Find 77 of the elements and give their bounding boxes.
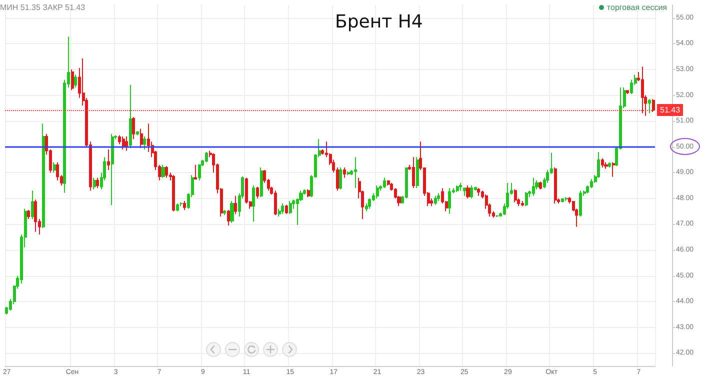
candlestick <box>514 188 517 203</box>
candlestick <box>230 200 234 224</box>
candlestick <box>111 133 114 206</box>
candlestick <box>539 181 542 190</box>
candlestick <box>641 66 644 114</box>
candlestick <box>376 185 379 199</box>
candlestick <box>437 192 440 202</box>
candlestick <box>561 198 564 203</box>
candlestick <box>234 195 237 214</box>
candlestick <box>125 136 128 152</box>
candlestick <box>307 188 310 198</box>
candlestick <box>183 200 186 210</box>
candlestick <box>143 136 146 150</box>
annotation: МИН 51.35 ЗАКР 51.43 <box>0 3 86 12</box>
candlestick <box>260 166 263 198</box>
candlestick <box>194 164 197 180</box>
candlestick <box>274 190 277 216</box>
candlestick <box>343 166 346 178</box>
candlestick <box>129 84 132 149</box>
candlestick <box>448 188 451 214</box>
candlestick <box>554 166 557 204</box>
candlestick <box>289 200 292 214</box>
candlestick <box>132 116 135 140</box>
candlestick <box>590 178 593 189</box>
candlestick <box>626 90 629 94</box>
candlestick <box>354 156 357 189</box>
candlestick <box>140 128 143 149</box>
candlestick <box>412 156 415 189</box>
candlestick <box>165 166 168 178</box>
chart-title: Брент H4 <box>335 12 423 32</box>
candlestick <box>470 185 473 199</box>
candlestick <box>42 123 45 229</box>
candlestick <box>532 177 535 196</box>
candlestick <box>339 166 342 190</box>
candlestick <box>96 177 99 189</box>
candlestick <box>31 190 34 220</box>
candlestick <box>256 186 259 199</box>
candlestick <box>34 199 37 232</box>
candlestick <box>604 162 608 170</box>
candlestick <box>565 196 568 202</box>
candlestick <box>383 177 386 189</box>
ref-line-label: 51.43 <box>660 105 681 114</box>
candlestick <box>122 136 125 150</box>
candlestick <box>608 162 611 168</box>
candlestick <box>525 191 528 207</box>
candlestick <box>223 209 226 216</box>
candlestick <box>93 177 96 190</box>
candlestick <box>172 174 175 212</box>
candlestick <box>107 148 110 171</box>
candlestick <box>601 158 604 168</box>
candlestick <box>71 68 74 91</box>
candlestick <box>285 204 288 214</box>
candlestick <box>136 130 139 136</box>
annotation: торговая сессия <box>606 3 667 12</box>
candlestick <box>245 177 248 204</box>
candlestick <box>463 188 466 196</box>
candlestick <box>176 203 179 212</box>
candlestick <box>612 162 615 178</box>
candlestick <box>227 209 230 226</box>
candlestick <box>74 74 77 88</box>
candlestick <box>347 170 350 176</box>
candlestick <box>205 151 208 163</box>
candlestick <box>161 164 165 178</box>
candlestick <box>477 188 480 196</box>
candlestick <box>579 190 582 217</box>
candlestick <box>652 98 655 113</box>
candlestick <box>521 200 524 207</box>
candlestick <box>648 98 651 114</box>
candlestick <box>27 209 30 220</box>
candlestick <box>416 156 419 189</box>
candlestick <box>466 185 470 199</box>
candlestick <box>53 162 56 174</box>
candlestick <box>281 203 284 214</box>
candlestick <box>459 182 462 192</box>
candlestick <box>434 195 437 206</box>
candlestick <box>252 185 255 222</box>
candlestick <box>456 185 459 192</box>
